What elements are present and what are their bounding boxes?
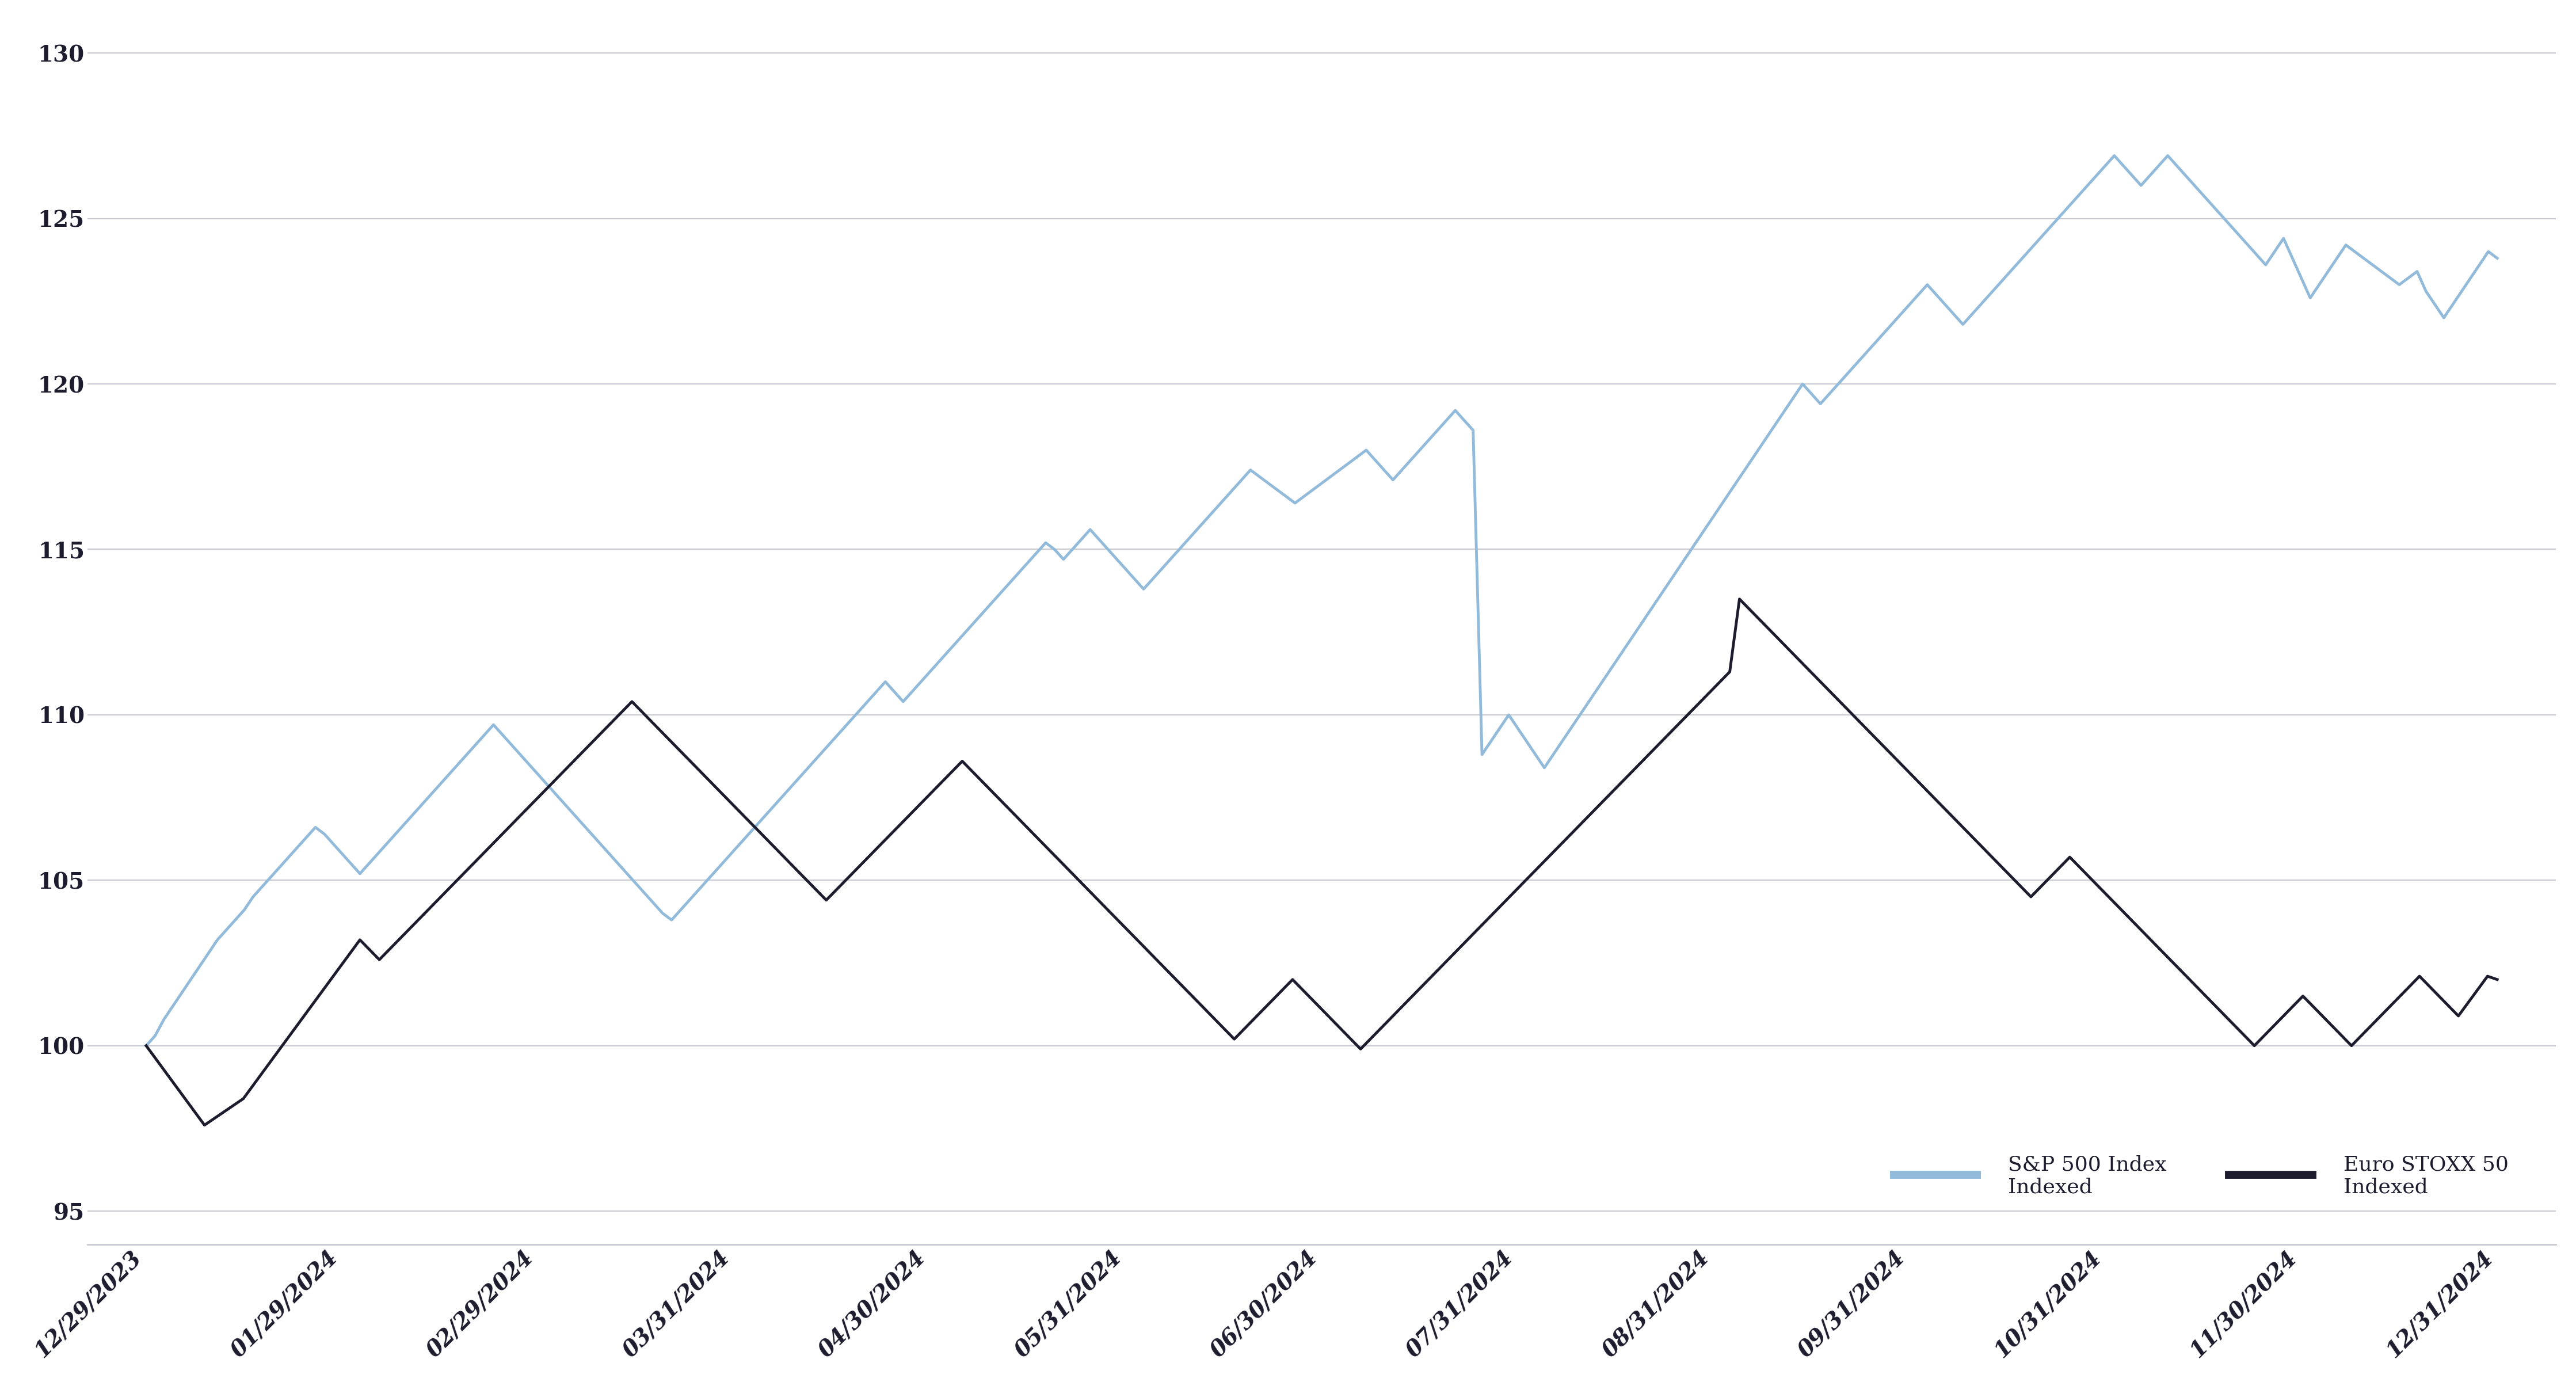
Legend: S&P 500 Index
Indexed, Euro STOXX 50
Indexed: S&P 500 Index Indexed, Euro STOXX 50 Ind… [1893, 1155, 2509, 1197]
